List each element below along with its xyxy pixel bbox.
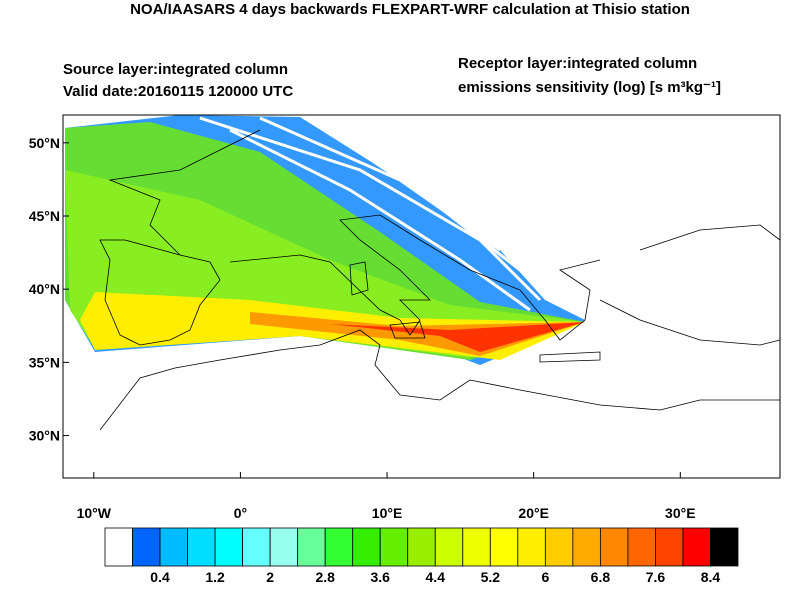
plume (65, 115, 585, 365)
colorbar-box (655, 527, 684, 567)
receptor-layer: Receptor layer:integrated column (458, 55, 697, 72)
colorbar-tick-label: 3.6 (370, 569, 390, 585)
colorbar-box (599, 527, 629, 567)
colorbar-box (297, 527, 326, 567)
units: emissions sensitivity (log) [s m³kg⁻¹] (458, 79, 721, 96)
colorbar-box (407, 527, 436, 567)
colorbar-box (352, 527, 381, 567)
colorbar-box (214, 527, 244, 567)
colorbar-tick-label: 6.8 (591, 569, 611, 585)
valid-date: Valid date:20160115 120000 UTC (63, 83, 293, 100)
map-frame (62, 114, 781, 479)
colorbar-box (159, 527, 188, 567)
y-tick-label: 30°N (29, 428, 60, 444)
source-layer: Source layer:integrated column (63, 61, 288, 78)
x-tick-label: 30°E (665, 505, 696, 521)
colorbar-box (627, 527, 656, 567)
colorbar-box (434, 527, 464, 567)
coastlines (99, 129, 781, 431)
colorbar-box (710, 527, 739, 567)
colorbar-box (187, 527, 216, 567)
colorbar-box (269, 527, 299, 567)
x-tick-label: 20°E (518, 505, 549, 521)
colorbar-tick-label: 4.4 (426, 569, 446, 585)
colorbar-box (489, 527, 519, 567)
colorbar-tick-label: 6 (541, 569, 549, 585)
colorbar-box (544, 527, 574, 567)
colorbar-box (379, 527, 409, 567)
y-tick-label: 35°N (29, 354, 60, 370)
colorbar-box (517, 527, 546, 567)
colorbar-box (462, 527, 491, 567)
colorbar-box (242, 527, 271, 567)
colorbar-box (132, 527, 161, 567)
colorbar-box (324, 527, 354, 567)
colorbar-box (682, 527, 711, 567)
x-tick-label: 10°W (77, 505, 112, 521)
colorbar-tick-label: 0.4 (150, 569, 170, 585)
colorbar-tick-label: 2.8 (315, 569, 335, 585)
colorbar-tick-label: 5.2 (481, 569, 501, 585)
x-tick-label: 10°E (372, 505, 403, 521)
y-tick-label: 40°N (29, 281, 60, 297)
colorbar-tick-label: 7.6 (646, 569, 666, 585)
title: NOA/IAASARS 4 days backwards FLEXPART-WR… (130, 1, 690, 18)
y-tick-label: 50°N (29, 135, 60, 151)
colorbar-tick-label: 1.2 (205, 569, 225, 585)
colorbar-box (572, 527, 601, 567)
colorbar-box (104, 527, 133, 567)
x-tick-label: 0° (234, 505, 247, 521)
colorbar-tick-label: 8.4 (701, 569, 721, 585)
colorbar-tick-label: 2 (266, 569, 274, 585)
y-tick-label: 45°N (29, 208, 60, 224)
